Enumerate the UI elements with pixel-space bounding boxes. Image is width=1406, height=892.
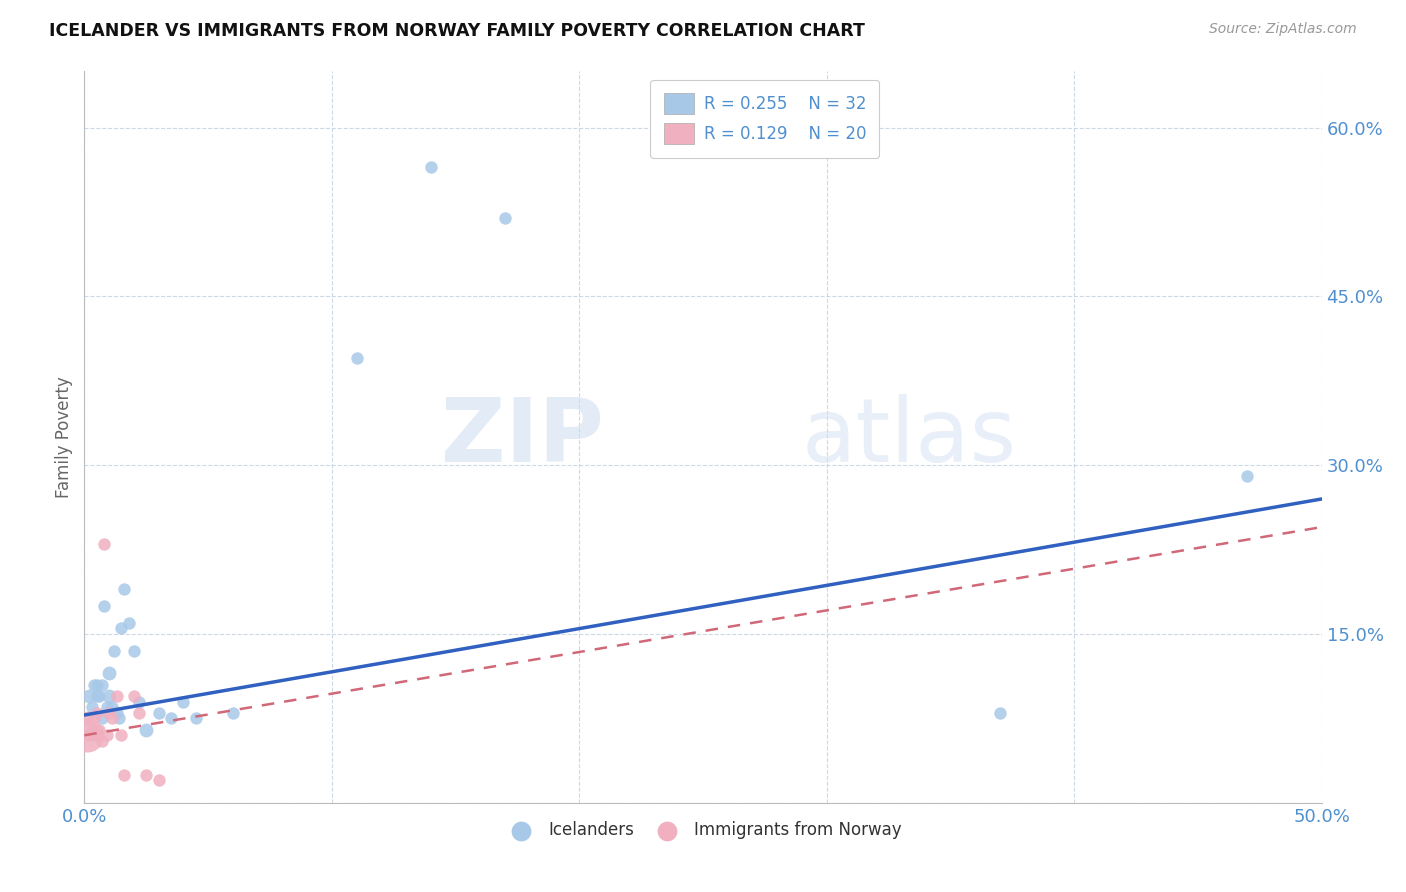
Point bbox=[112, 767, 135, 781]
Point bbox=[80, 723, 103, 737]
Point bbox=[160, 711, 183, 725]
Text: ICELANDER VS IMMIGRANTS FROM NORWAY FAMILY POVERTY CORRELATION CHART: ICELANDER VS IMMIGRANTS FROM NORWAY FAMI… bbox=[49, 22, 865, 40]
Point bbox=[172, 694, 194, 708]
Point bbox=[83, 678, 105, 692]
Point bbox=[100, 700, 122, 714]
Point bbox=[122, 644, 145, 658]
Point bbox=[90, 734, 112, 748]
Point bbox=[128, 694, 150, 708]
Point bbox=[1236, 469, 1258, 483]
Point bbox=[103, 644, 125, 658]
Point bbox=[346, 351, 368, 366]
Point bbox=[222, 706, 245, 720]
Point bbox=[86, 678, 108, 692]
Point bbox=[80, 700, 103, 714]
Point bbox=[93, 537, 115, 551]
Point bbox=[148, 773, 170, 788]
Point bbox=[96, 700, 118, 714]
Point bbox=[105, 706, 128, 720]
Point bbox=[90, 711, 112, 725]
Point bbox=[83, 711, 105, 725]
Point bbox=[86, 689, 108, 703]
Point bbox=[96, 728, 118, 742]
Point bbox=[105, 689, 128, 703]
Point bbox=[494, 211, 516, 225]
Text: atlas: atlas bbox=[801, 393, 1017, 481]
Point bbox=[148, 706, 170, 720]
Point bbox=[86, 706, 108, 720]
Point bbox=[93, 599, 115, 613]
Point bbox=[98, 689, 121, 703]
Point bbox=[76, 711, 98, 725]
Point bbox=[79, 689, 101, 703]
Point bbox=[122, 689, 145, 703]
Point bbox=[108, 711, 131, 725]
Point bbox=[79, 728, 101, 742]
Point bbox=[110, 621, 132, 635]
Text: Source: ZipAtlas.com: Source: ZipAtlas.com bbox=[1209, 22, 1357, 37]
Text: ZIP: ZIP bbox=[441, 393, 605, 481]
Point bbox=[89, 723, 111, 737]
Point bbox=[419, 160, 441, 174]
Point bbox=[184, 711, 207, 725]
Point bbox=[86, 728, 108, 742]
Point bbox=[112, 582, 135, 596]
Point bbox=[118, 615, 141, 630]
Point bbox=[98, 706, 121, 720]
Point bbox=[100, 711, 122, 725]
Point bbox=[110, 728, 132, 742]
Point bbox=[76, 728, 98, 742]
Point bbox=[128, 706, 150, 720]
Legend: Icelanders, Immigrants from Norway: Icelanders, Immigrants from Norway bbox=[498, 814, 908, 846]
Y-axis label: Family Poverty: Family Poverty bbox=[55, 376, 73, 498]
Point bbox=[89, 689, 111, 703]
Point bbox=[135, 767, 157, 781]
Point bbox=[90, 678, 112, 692]
Point bbox=[98, 666, 121, 681]
Point bbox=[135, 723, 157, 737]
Point bbox=[988, 706, 1011, 720]
